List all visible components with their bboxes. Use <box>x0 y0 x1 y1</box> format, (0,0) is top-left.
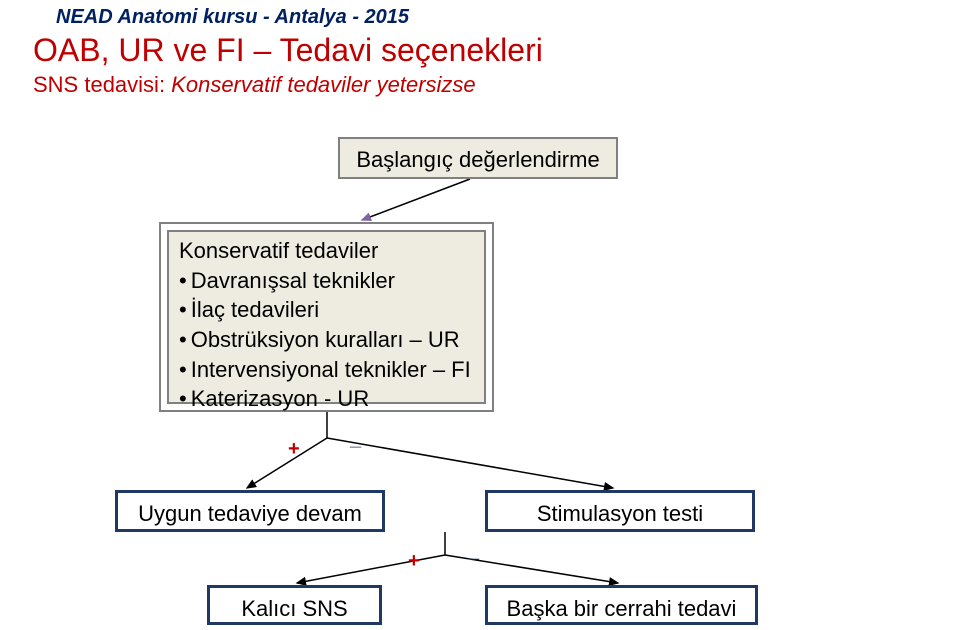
node-start-label: Başlangıç değerlendirme <box>356 147 599 172</box>
conservative-item-0: Davranışsal teknikler <box>179 266 474 296</box>
branch-plus-1: + <box>288 438 300 461</box>
node-conservative-outer: Konservatif tedaviler Davranışsal teknik… <box>159 222 494 412</box>
node-continue-label: Uygun tedaviye devam <box>138 501 362 526</box>
branch-minus-2: _ <box>468 540 479 563</box>
conservative-item-2: Obstrüksiyon kuralları – UR <box>179 325 474 355</box>
node-stimtest-label: Stimulasyon testi <box>537 501 703 526</box>
branch-minus-1: _ <box>350 428 361 451</box>
conservative-item-1: İlaç tedavileri <box>179 295 474 325</box>
course-header: NEAD Anatomi kursu - Antalya - 2015 <box>56 6 409 29</box>
node-conservative-inner: Konservatif tedaviler Davranışsal teknik… <box>167 230 486 404</box>
page-subtitle: SNS tedavisi: Konservatif tedaviler yete… <box>33 72 476 98</box>
node-continue: Uygun tedaviye devam <box>115 490 385 532</box>
conservative-item-4: Katerizasyon - UR <box>179 384 474 414</box>
conservative-list: Konservatif tedaviler Davranışsal teknik… <box>179 236 474 414</box>
node-start: Başlangıç değerlendirme <box>338 137 618 179</box>
node-stimtest: Stimulasyon testi <box>485 490 755 532</box>
node-other: Başka bir cerrahi tedavi <box>485 585 758 625</box>
node-other-label: Başka bir cerrahi tedavi <box>507 596 737 621</box>
node-sns: Kalıcı SNS <box>207 585 382 625</box>
subtitle-sns: SNS tedavisi: <box>33 72 165 97</box>
node-sns-label: Kalıcı SNS <box>241 596 347 621</box>
conservative-title: Konservatif tedaviler <box>179 236 474 266</box>
subtitle-rest: Konservatif tedaviler yetersizse <box>165 72 476 97</box>
branch-plus-2: + <box>408 550 420 573</box>
conservative-item-3: Intervensiyonal teknikler – FI <box>179 355 474 385</box>
page-title: OAB, UR ve FI – Tedavi seçenekleri <box>33 32 543 69</box>
